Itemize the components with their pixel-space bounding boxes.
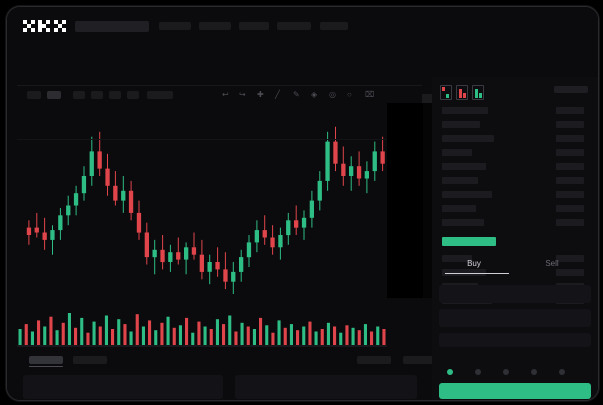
chart-right-mask-2 [387, 103, 423, 298]
search-input[interactable] [75, 21, 149, 32]
bottom-card-2[interactable] [235, 375, 417, 399]
sub-toolbar: Spot Trading⌄ ⌄ [7, 41, 598, 111]
app-screen: Spot Trading⌄ ⌄ [7, 7, 598, 400]
redo-icon[interactable]: ↪ [239, 90, 246, 99]
nav-item-1[interactable] [159, 22, 191, 30]
orderbook-view-toggles [440, 85, 500, 100]
candlestick-series [26, 117, 417, 294]
orderbook-header-value [554, 86, 588, 93]
bottom-card-1[interactable] [23, 375, 223, 399]
tab-sell[interactable]: Sell [545, 259, 559, 268]
eye-icon[interactable]: ◎ [329, 90, 336, 99]
nav-item-5[interactable] [320, 22, 348, 30]
tab-order-history[interactable] [73, 356, 107, 364]
book-asks-icon[interactable] [456, 85, 468, 100]
undo-icon[interactable]: ↩ [222, 90, 229, 99]
tab-extra-2[interactable] [403, 356, 437, 364]
interval-button-5[interactable] [109, 91, 121, 99]
volume-chart [17, 307, 387, 349]
okx-logo-icon[interactable] [23, 20, 67, 32]
buy-sell-tabs: Buy Sell [439, 259, 591, 279]
interval-button-1[interactable] [27, 91, 41, 99]
order-price-field[interactable] [439, 285, 591, 303]
pagination-dot-3[interactable] [503, 369, 509, 375]
buy-tab-underline [445, 273, 509, 274]
nav-item-3[interactable] [239, 22, 269, 30]
magnet-icon[interactable]: ◈ [311, 90, 318, 99]
interval-button-3[interactable] [73, 91, 85, 99]
tab-buy[interactable]: Buy [467, 259, 481, 268]
pagination-dot-2[interactable] [475, 369, 481, 375]
tab-extra-1[interactable] [357, 356, 391, 364]
submit-buy-button[interactable] [439, 383, 591, 399]
trend-line-icon[interactable]: ╱ [275, 90, 280, 99]
nav-item-4[interactable] [277, 22, 311, 30]
volume-series [17, 313, 387, 347]
chart-toolbar: ↩ ↪ ✚ ╱ ✎ ◈ ◎ ○ ⌧ [17, 85, 422, 105]
crosshair-icon[interactable]: ✚ [257, 90, 264, 99]
pagination-dots [439, 367, 591, 377]
order-book-panel [432, 77, 598, 400]
device-frame: Spot Trading⌄ ⌄ [6, 6, 599, 401]
tab-active-underline [29, 366, 63, 367]
tab-open-orders[interactable] [29, 356, 63, 364]
pagination-dot-1[interactable] [447, 369, 453, 375]
pagination-dot-4[interactable] [531, 369, 537, 375]
pagination-dot-5[interactable] [559, 369, 565, 375]
interval-button-4[interactable] [91, 91, 103, 99]
book-both-icon[interactable] [440, 85, 452, 100]
interval-button-6[interactable] [127, 91, 139, 99]
book-bids-icon[interactable] [472, 85, 484, 100]
indicator-button[interactable] [147, 91, 173, 99]
order-amount-field[interactable] [439, 309, 591, 327]
nav-item-2[interactable] [199, 22, 231, 30]
brush-icon[interactable]: ✎ [293, 90, 300, 99]
lock-icon[interactable]: ○ [347, 90, 352, 99]
interval-button-2[interactable] [47, 91, 61, 99]
candlestick-chart[interactable] [17, 103, 422, 308]
order-total-field[interactable] [439, 333, 591, 347]
orders-tabs [17, 353, 437, 367]
trash-icon[interactable]: ⌧ [365, 90, 375, 99]
top-navigation-bar [7, 7, 598, 41]
